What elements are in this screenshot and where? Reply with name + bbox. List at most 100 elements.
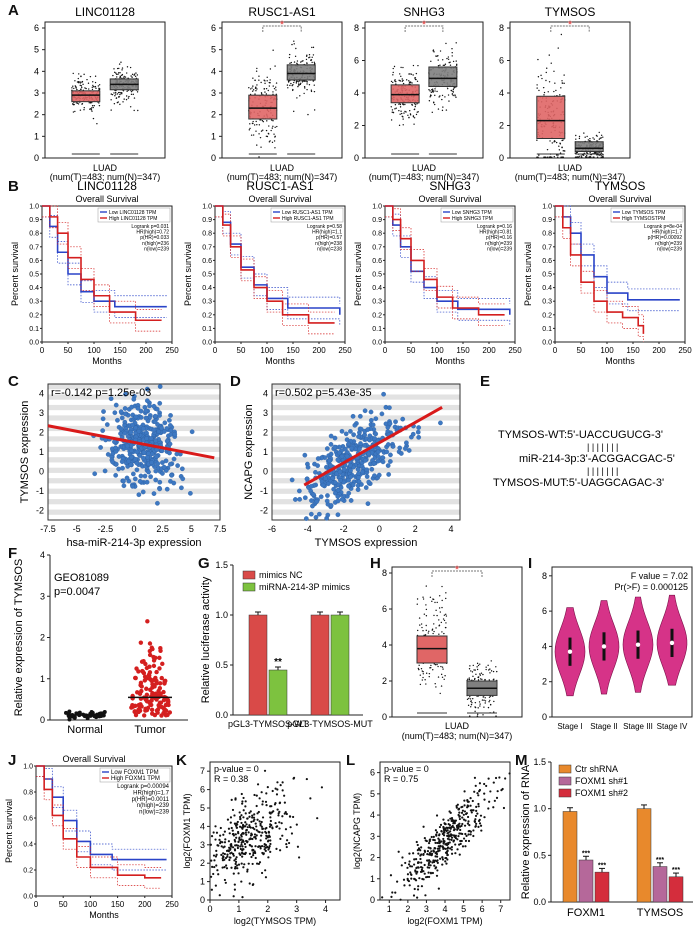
a-point [313,61,316,63]
b-ylabel: Percent survival [353,242,363,306]
a-point [93,104,95,107]
a-point [390,80,393,83]
a-point [83,73,85,76]
sc-point [250,832,253,835]
a-point [261,93,263,95]
m-bar [578,859,594,903]
a-xlabel: LUAD [558,163,583,173]
h-point [441,676,444,678]
h-ytick-label: 4 [382,640,387,650]
scatter-point [113,445,118,451]
a-point [399,80,401,82]
scatter-point [308,511,314,517]
sc-point [244,821,247,824]
scatter-point [385,442,391,447]
sc-point [406,866,409,869]
a-point [265,87,268,90]
sc-point [258,845,261,848]
h-point [487,664,489,667]
sc-point [268,844,271,848]
sc-stat-p: p-value = 0 [384,764,429,774]
scatter-point [153,438,159,444]
a-point [118,67,120,70]
sc-point [413,858,416,861]
sc-point [320,786,324,789]
i-stage-label: Stage I [557,722,582,731]
scatter-point [348,429,353,434]
a-point [587,139,590,141]
sc-point [221,859,225,862]
sc-point [464,839,468,842]
a-point [557,47,559,49]
a-point [557,154,559,156]
i-stage-label: Stage III [623,722,653,731]
m-sig: *** [672,867,680,874]
sc-point [248,815,251,818]
scatter-point [355,487,361,492]
a-point [553,90,555,93]
surv-curve [36,765,167,861]
sc-point [261,831,264,834]
surv-xtick-label: 0 [213,346,218,355]
h-point [417,667,420,670]
a-point [582,154,585,156]
sc-point [449,827,452,830]
a-point [98,104,101,107]
h-point [495,715,497,717]
sc-point [477,805,480,808]
sc-point [390,895,393,898]
sc-point [400,864,403,867]
f-tumor-point [163,708,169,713]
panel-label-l: L [346,752,356,769]
sc-point [253,833,257,836]
sc-point [460,839,463,843]
h-point [429,667,431,669]
sc-point [283,812,286,815]
h-point [434,664,437,666]
sc-point [422,853,425,857]
a-point [433,102,435,104]
band [272,478,460,484]
sc-point [430,850,433,853]
a-point [414,105,416,108]
a-point [72,72,74,75]
g-ylabel: Relative luciferase activity [200,576,212,703]
f-group-normal: Normal [67,724,102,736]
a-point [272,93,274,95]
g-legend-label: miRNA-214-3P mimics [259,582,350,592]
scatter-point [164,486,170,492]
scatter-point [122,411,128,417]
a-point [437,108,440,110]
m-legend-swatch [558,788,572,798]
h-point [472,698,474,700]
pairing-bars-bottom: | | | | | | | [587,466,618,476]
sc-point [230,845,233,848]
a-point [114,95,116,97]
scatter-point [366,479,372,485]
h-xlabel: LUAD [445,721,470,731]
h-point [476,715,479,717]
sc-point [470,811,473,814]
scatter-point [189,429,195,435]
sc-point [253,793,256,797]
a-point [292,84,294,86]
sc-point [241,802,244,805]
surv-xtick-label: 50 [64,346,73,355]
h-point [479,705,481,707]
a-point [119,93,121,96]
sc-point [412,852,415,855]
a-point [272,49,274,51]
h-point [435,627,437,629]
sc-point [281,815,284,818]
sc-point [465,834,468,837]
sc-point [257,862,261,866]
a-point [126,72,128,74]
h-point [483,706,485,708]
sc-point [399,898,402,901]
sc-point [456,848,459,851]
a-point [268,81,271,84]
h-point [434,682,436,685]
sc-point [463,790,466,793]
h-point [474,706,477,709]
sc-point [292,815,295,819]
